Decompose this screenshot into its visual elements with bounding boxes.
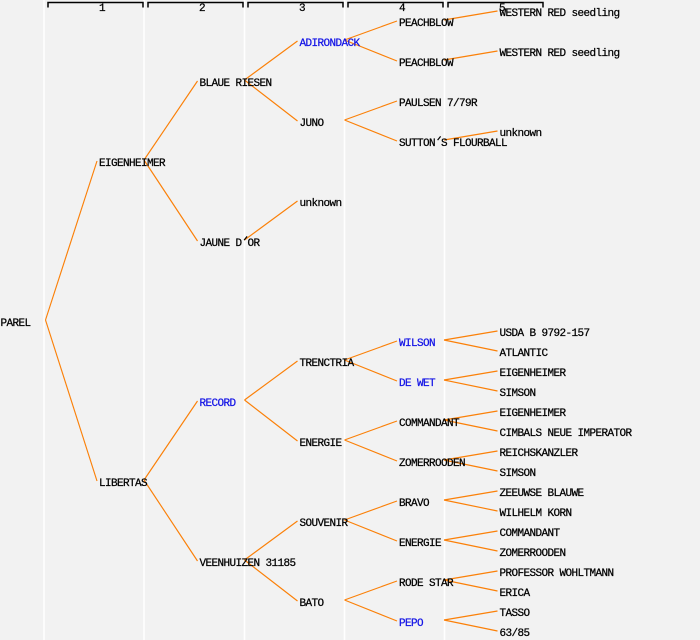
svg-text:4: 4 (399, 3, 406, 15)
svg-text:PEACHBLOW: PEACHBLOW (399, 18, 454, 30)
svg-text:DE WET: DE WET (399, 378, 436, 390)
svg-text:ATLANTIC: ATLANTIC (500, 348, 549, 360)
svg-text:JUNO: JUNO (300, 118, 325, 130)
svg-text:VEENHUIZEN 31185: VEENHUIZEN 31185 (200, 558, 296, 570)
svg-text:EIGENHEIMER: EIGENHEIMER (500, 368, 567, 380)
svg-text:PEPO: PEPO (399, 618, 424, 630)
svg-text:BATO: BATO (300, 598, 325, 610)
svg-text:PAULSEN 7/79R: PAULSEN 7/79R (399, 98, 478, 110)
svg-text:ZOMERROODEN: ZOMERROODEN (399, 458, 465, 470)
svg-text:ENERGIE: ENERGIE (399, 538, 442, 550)
svg-text:5: 5 (499, 3, 505, 15)
svg-text:BLAUE RIESEN: BLAUE RIESEN (200, 78, 272, 90)
svg-text:COMMANDANT: COMMANDANT (500, 528, 561, 540)
svg-text:JAUNE D OR: JAUNE D OR (200, 238, 261, 250)
svg-text:2: 2 (199, 3, 205, 15)
svg-text:SIMSON: SIMSON (500, 388, 536, 400)
svg-text:USDA B 9792-157: USDA B 9792-157 (500, 328, 590, 340)
svg-text:RODE STAR: RODE STAR (399, 578, 454, 590)
svg-text:REICHSKANZLER: REICHSKANZLER (500, 448, 579, 460)
svg-text:WILSON: WILSON (399, 338, 435, 350)
svg-text:SIMSON: SIMSON (500, 468, 536, 480)
svg-text:ERICA: ERICA (500, 588, 531, 600)
svg-text:SUTTON S FLOURBALL: SUTTON S FLOURBALL (399, 138, 507, 150)
svg-text:RECORD: RECORD (200, 398, 237, 410)
svg-text:SOUVENIR: SOUVENIR (300, 518, 349, 530)
svg-text:TRENCTRIA: TRENCTRIA (300, 358, 355, 370)
svg-text:ZOMERROODEN: ZOMERROODEN (500, 548, 566, 560)
svg-text:CIMBALS NEUE IMPERATOR: CIMBALS NEUE IMPERATOR (500, 428, 633, 440)
svg-text:LIBERTAS: LIBERTAS (99, 478, 148, 490)
svg-text:1: 1 (99, 3, 106, 15)
svg-text:ADIRONDACK: ADIRONDACK (300, 38, 361, 50)
svg-text:EIGENHEIMER: EIGENHEIMER (99, 158, 166, 170)
svg-text:PROFESSOR WOHLTMANN: PROFESSOR WOHLTMANN (500, 568, 614, 580)
svg-text:ZEEUWSE BLAUWE: ZEEUWSE BLAUWE (500, 488, 585, 500)
svg-text:unknown: unknown (500, 128, 542, 140)
svg-text:3: 3 (299, 3, 305, 15)
svg-text:ENERGIE: ENERGIE (300, 438, 343, 450)
svg-text:EIGENHEIMER: EIGENHEIMER (500, 408, 567, 420)
svg-text:WILHELM KORN: WILHELM KORN (500, 508, 572, 520)
svg-text:WESTERN RED seedling: WESTERN RED seedling (500, 48, 620, 60)
svg-text:PEACHBLOW: PEACHBLOW (399, 58, 454, 70)
svg-text:63/85: 63/85 (500, 628, 530, 640)
svg-text:PAREL: PAREL (1, 318, 31, 330)
svg-text:unknown: unknown (300, 198, 342, 210)
svg-text:COMMANDANT: COMMANDANT (399, 418, 460, 430)
svg-text:WESTERN RED seedling: WESTERN RED seedling (500, 8, 620, 20)
svg-text:TASSO: TASSO (500, 608, 531, 620)
svg-text:BRAVO: BRAVO (399, 498, 430, 510)
